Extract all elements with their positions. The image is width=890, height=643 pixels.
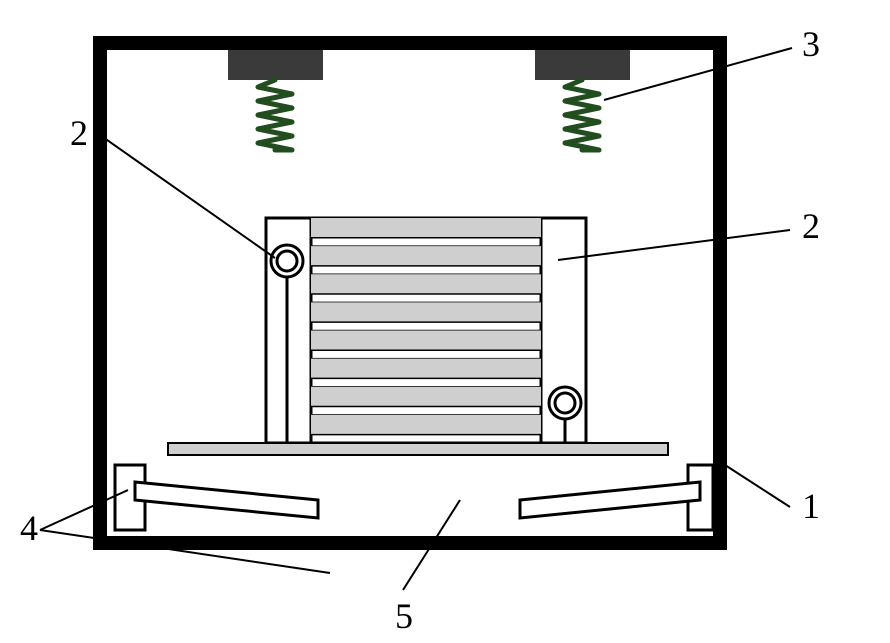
label-5: 5 — [395, 596, 413, 636]
runner-bar-right — [520, 482, 700, 518]
spring-right — [565, 80, 599, 150]
label-2-right: 2 — [802, 206, 820, 246]
label-1: 1 — [802, 486, 820, 526]
spring-left — [258, 80, 292, 150]
label-4: 4 — [20, 508, 38, 548]
mount-block-right — [535, 50, 630, 80]
label-2-left: 2 — [70, 113, 88, 153]
radiator-assembly — [266, 218, 586, 443]
runner-bar-left — [135, 482, 318, 518]
platform-plate — [168, 443, 668, 455]
label-3: 3 — [802, 24, 820, 64]
technical-diagram: 1 2 2 3 4 5 — [0, 0, 890, 643]
mount-block-left — [228, 50, 323, 80]
